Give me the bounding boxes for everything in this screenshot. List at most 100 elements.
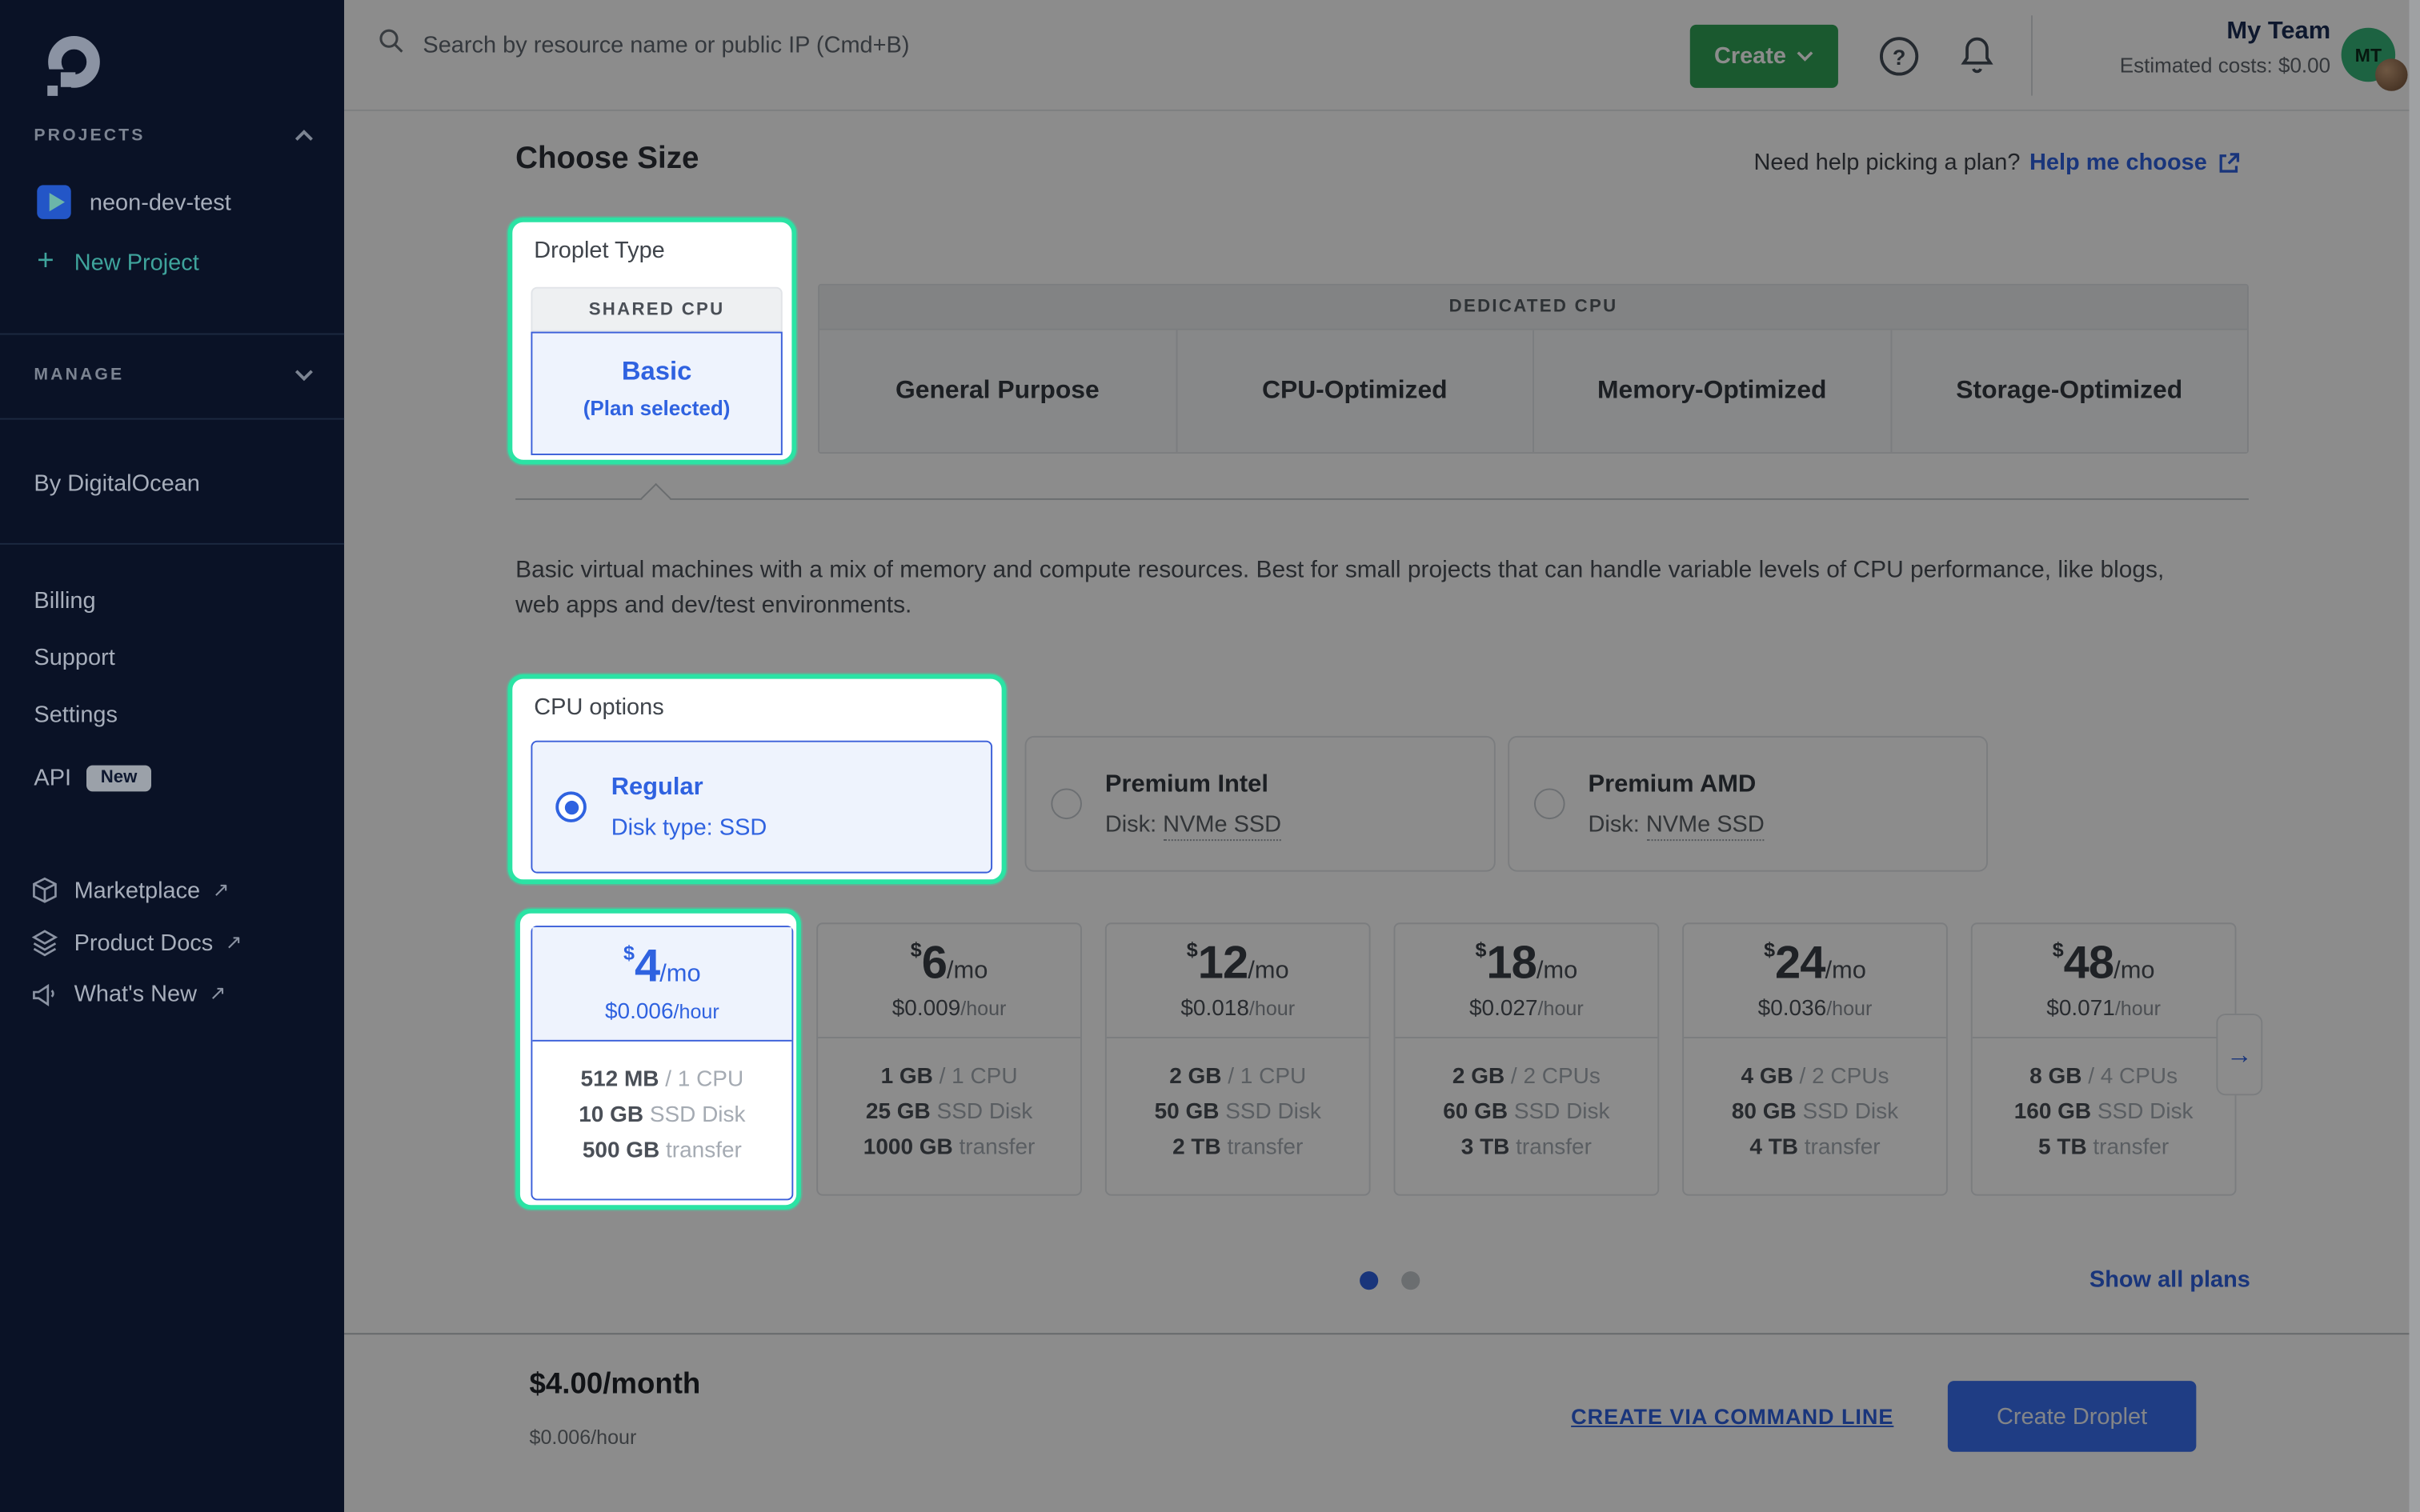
layers-icon [31,929,59,957]
create-via-command-line-link[interactable]: CREATE VIA COMMAND LINE [1571,1403,1894,1429]
monthly-total: $4.00/month [529,1368,701,1402]
plus-icon: + [37,245,54,278]
sidebar-divider [0,418,345,420]
create-button[interactable]: Create [1689,24,1838,88]
tab-general-purpose[interactable]: General Purpose [819,330,1177,453]
radio-selected-icon[interactable] [555,791,587,822]
cpu-options-label: CPU options [534,694,664,721]
cpu-option-premium-intel[interactable]: Premium Intel Disk: NVMe SSD [1024,735,1496,872]
chevron-down-icon [1797,51,1814,62]
plan-card-12[interactable]: $12/mo $0.018/hour 2 GB / 1 CPU 50 GB SS… [1104,922,1371,1196]
sidebar-item-whats-new[interactable]: What's New ↗ [0,977,344,1010]
team-info[interactable]: My Team Estimated costs: $0.00 [2120,18,2330,77]
cube-icon [31,876,59,904]
selected-plan-highlight: $4/mo $0.006/hour 512 MB / 1 CPU 10 GB S… [515,908,801,1210]
avatar-initials: MT [2354,43,2382,66]
external-link-arrow-icon: ↗ [225,930,242,954]
option-disk: Disk type: SSD [611,814,767,841]
top-bar: Create ? My Team Estimated costs: $0.00 … [344,0,2420,111]
user-avatar[interactable] [2375,58,2408,91]
header-divider [2030,15,2033,96]
sidebar-item-marketplace[interactable]: Marketplace ↗ [0,874,344,907]
sidebar-item-api[interactable]: API New [0,759,344,796]
help-picking-plan: Need help picking a plan? Help me choose [1753,150,2241,176]
option-disk: Disk: NVMe SSD [1588,810,1765,841]
sidebar-item-project[interactable]: neon-dev-test [0,182,344,222]
sidebar-item-by-digitalocean[interactable]: By DigitalOcean [0,466,344,499]
sidebar-divider [0,333,345,335]
create-button-label: Create [1713,42,1787,70]
new-project-label: New Project [74,249,199,276]
sidebar-item-support[interactable]: Support [0,640,344,674]
api-label: API [34,764,72,791]
marketplace-label: Marketplace [74,877,201,904]
dedicated-cpu-tabs: DEDICATED CPU General Purpose CPU-Optimi… [818,283,2249,454]
sidebar-item-new-project[interactable]: + New Project [0,244,344,281]
search-input[interactable] [419,30,1068,60]
megaphone-icon [31,980,59,1008]
help-me-choose-link[interactable]: Help me choose [2029,150,2207,176]
product-docs-label: Product Docs [74,929,214,956]
plan-card-6[interactable]: $6/mo $0.009/hour 1 GB / 1 CPU 25 GB SSD… [816,922,1082,1196]
radio-unselected-icon[interactable] [1533,788,1565,820]
sidebar-divider [0,542,345,545]
page-title: Choose Size [515,142,699,176]
estimated-costs: Estimated costs: $0.00 [2119,54,2331,78]
next-plans-button[interactable]: → [2216,1014,2263,1096]
plan-card-18[interactable]: $18/mo $0.027/hour 2 GB / 2 CPUs 60 GB S… [1393,922,1660,1196]
chevron-down-icon[interactable] [294,361,313,389]
dedicated-cpu-header: DEDICATED CPU [819,285,2247,330]
scrollbar[interactable] [2409,0,2420,1512]
option-name: Regular [611,774,703,800]
tab-shared-cpu[interactable]: SHARED CPU [531,286,783,332]
search-icon [378,28,404,62]
hourly-total: $0.006/hour [529,1425,637,1449]
tab-storage-optimized[interactable]: Storage-Optimized [1956,376,2183,405]
digitalocean-logo-icon[interactable] [37,31,108,110]
option-name: Premium Intel [1104,770,1268,798]
whats-new-label: What's New [74,980,198,1007]
team-avatar[interactable]: MT [2341,27,2396,82]
droplet-type-label: Droplet Type [534,237,665,264]
chevron-up-icon[interactable] [294,122,313,150]
pagination-dot[interactable] [1401,1271,1420,1290]
option-disk: Disk: NVMe SSD [1105,810,1282,841]
by-digitalocean-label: By DigitalOcean [34,470,200,497]
plan-selected-note: (Plan selected) [583,396,731,420]
global-search[interactable] [378,28,1068,62]
plan-basic-selected[interactable]: Basic (Plan selected) [531,331,783,455]
team-name: My Team [2226,18,2331,45]
pagination-dot-active[interactable] [1360,1271,1379,1290]
external-link-arrow-icon: ↗ [209,981,226,1005]
new-badge: New [86,764,151,791]
sidebar: PROJECTS neon-dev-test + New Project MAN… [0,0,345,1512]
droplet-type-highlight: Droplet Type SHARED CPU Basic (Plan sele… [507,217,797,465]
tab-divider [515,482,2249,514]
notifications-bell-icon[interactable] [1957,34,1997,85]
option-name: Premium AMD [1588,770,1757,798]
sidebar-item-product-docs[interactable]: Product Docs ↗ [0,926,344,959]
help-icon[interactable]: ? [1879,37,1919,76]
cpu-option-regular[interactable]: Regular Disk type: SSD [531,740,993,874]
tab-cpu-optimized[interactable]: CPU-Optimized [1177,330,1534,453]
plan-card-4-selected[interactable]: $4/mo $0.006/hour 512 MB / 1 CPU 10 GB S… [531,926,794,1201]
sidebar-item-settings[interactable]: Settings [0,698,344,731]
cpu-options-highlight: CPU options Regular Disk type: SSD [507,674,1007,885]
sidebar-section-manage[interactable]: MANAGE [0,359,344,390]
cpu-option-premium-amd[interactable]: Premium AMD Disk: NVMe SSD [1508,735,1988,872]
show-all-plans-link[interactable]: Show all plans [2089,1266,2250,1294]
create-droplet-button[interactable]: Create Droplet [1947,1381,2197,1452]
right-arrow-icon: → [2226,1038,2253,1069]
project-name: neon-dev-test [89,189,231,216]
basic-plan-label: Basic [621,356,692,386]
external-link-arrow-icon: ↗ [212,878,230,902]
sidebar-item-billing[interactable]: Billing [0,583,344,617]
tab-memory-optimized[interactable]: Memory-Optimized [1534,330,1892,453]
plan-card-24[interactable]: $24/mo $0.036/hour 4 GB / 2 CPUs 80 GB S… [1682,922,1948,1196]
project-icon [37,185,71,219]
support-label: Support [34,644,115,670]
sidebar-section-projects[interactable]: PROJECTS [0,120,344,151]
radio-unselected-icon[interactable] [1051,788,1082,820]
billing-label: Billing [34,586,96,614]
